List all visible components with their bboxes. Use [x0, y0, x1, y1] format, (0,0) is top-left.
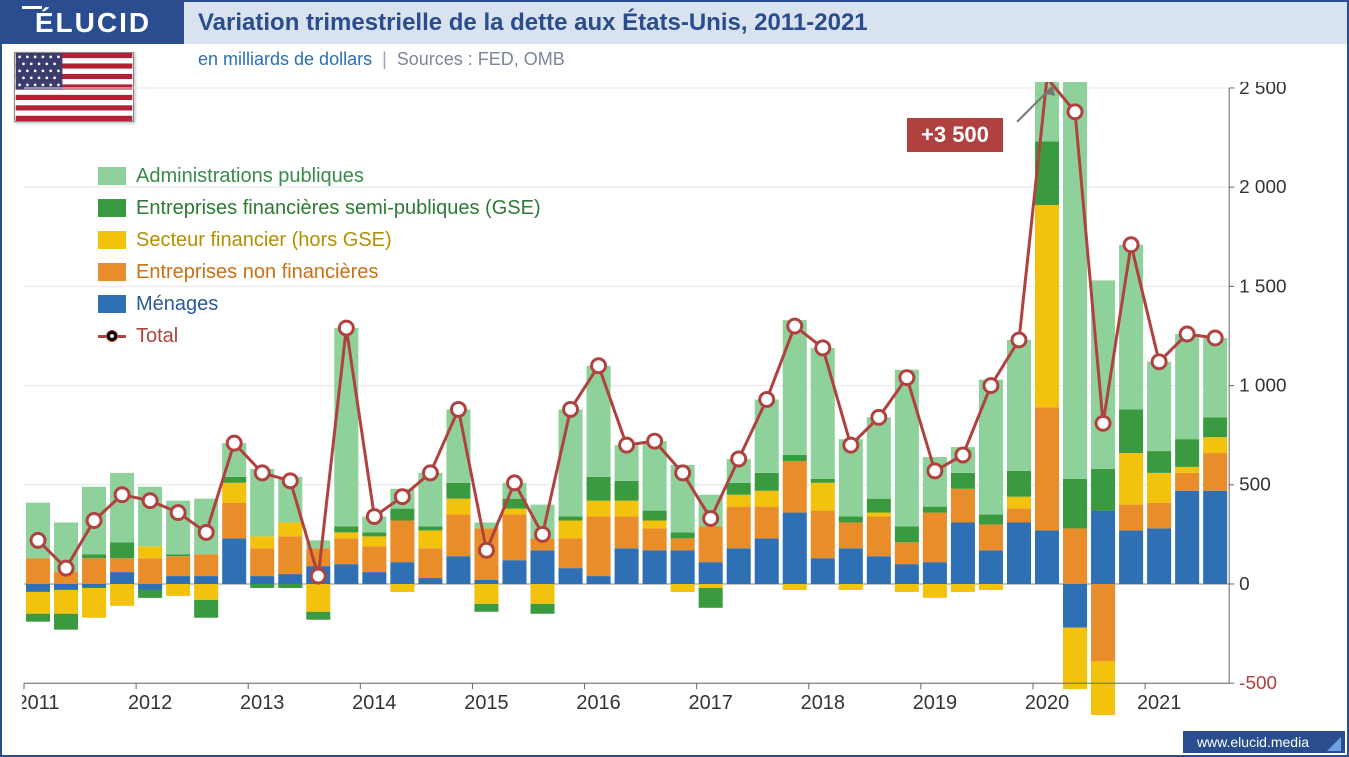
peak-callout: +3 500 — [907, 118, 1003, 152]
svg-text:1 000: 1 000 — [1239, 376, 1286, 397]
footer-url: www.elucid.media — [1197, 734, 1309, 750]
chart-title: Variation trimestrielle de la dette aux … — [184, 2, 1347, 44]
svg-text:2017: 2017 — [689, 692, 733, 714]
svg-text:2019: 2019 — [913, 692, 957, 714]
chart-area: -500 0 500 1 000 1 500 2 000 2 500 2011 2012 2013… — [22, 82, 1287, 715]
svg-text:2012: 2012 — [128, 692, 172, 714]
brand-text: ÉLUCID — [35, 7, 151, 39]
svg-text:2018: 2018 — [801, 692, 845, 714]
footer-source: www.elucid.media — [1183, 731, 1345, 753]
subtitle-separator: | — [382, 49, 387, 70]
svg-text:2 500: 2 500 — [1239, 82, 1286, 99]
svg-text:2014: 2014 — [352, 692, 396, 714]
svg-text:1 500: 1 500 — [1239, 276, 1286, 297]
footer-triangle-icon — [1327, 737, 1341, 751]
svg-text:0: 0 — [1239, 574, 1250, 595]
svg-text:2 000: 2 000 — [1239, 177, 1286, 198]
brand-logo: ÉLUCID — [2, 2, 184, 44]
subtitle: en milliards de dollars | Sources : FED,… — [2, 44, 1347, 74]
header: ÉLUCID Variation trimestrielle de la det… — [2, 2, 1347, 44]
svg-text:2011: 2011 — [22, 692, 59, 714]
subtitle-sources: Sources : FED, OMB — [397, 49, 565, 70]
svg-text:500: 500 — [1239, 475, 1271, 496]
svg-text:2016: 2016 — [576, 692, 620, 714]
chart-frame: ÉLUCID Variation trimestrielle de la det… — [0, 0, 1349, 757]
svg-text:2013: 2013 — [240, 692, 284, 714]
subtitle-unit: en milliards de dollars — [198, 49, 372, 70]
callout-label: +3 500 — [921, 122, 989, 147]
svg-text:2015: 2015 — [464, 692, 508, 714]
svg-text:2021: 2021 — [1137, 692, 1181, 714]
svg-text:2020: 2020 — [1025, 692, 1069, 714]
svg-text:-500: -500 — [1239, 673, 1277, 694]
